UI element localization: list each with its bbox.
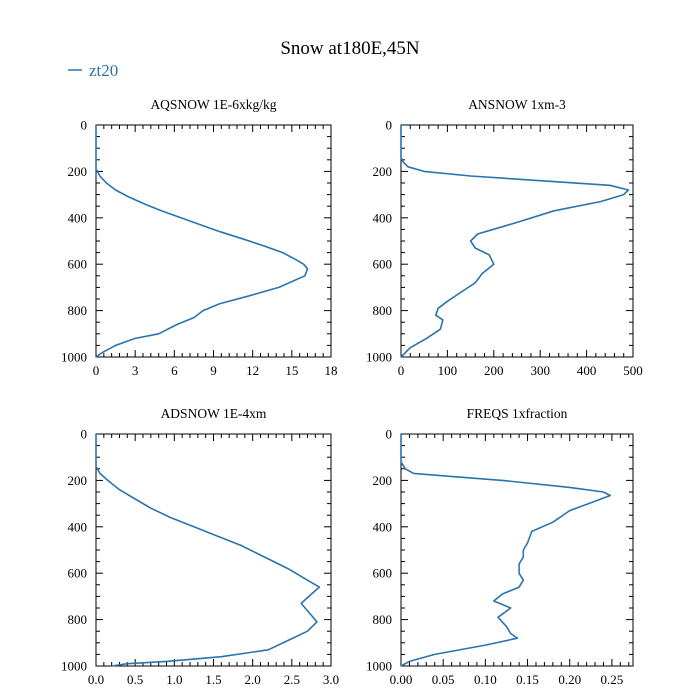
x-tick-label: 0.5: [127, 672, 143, 687]
x-tick-label: 0.05: [432, 672, 455, 687]
x-tick-label: 200: [484, 363, 504, 378]
x-tick-label: 0.0: [88, 672, 104, 687]
y-tick-label: 400: [68, 210, 88, 225]
x-tick-label: 3: [132, 363, 139, 378]
y-tick-label: 0: [386, 427, 393, 442]
panel-1: AQSNOW 1E-6xkg/kg 0 3 6 9 12 15 18 0 200 400 600 800…: [61, 97, 338, 378]
plot-frame: [95, 124, 332, 358]
panel-title: ANSNOW 1xm-3: [468, 97, 566, 112]
plot-frame: [400, 433, 634, 667]
plot-frame: [400, 124, 634, 358]
y-tick-label: 0: [386, 118, 393, 133]
series-line-zt20: [400, 125, 630, 358]
series-line-zt20: [95, 125, 309, 358]
plot-frame: [95, 433, 332, 667]
x-tick-label: 18: [325, 363, 338, 378]
y-tick-label: 600: [373, 257, 393, 272]
x-tick-label: 400: [577, 363, 597, 378]
panel-title: AQSNOW 1E-6xkg/kg: [150, 97, 276, 112]
panel-2: ANSNOW 1xm-3 0 100 200 300 400 500 0 200 400 600 80…: [366, 97, 643, 378]
panel-title: ADSNOW 1E-4xm: [161, 406, 267, 421]
panel-title: FREQS 1xfraction: [467, 406, 568, 421]
x-tick-label: 15: [285, 363, 298, 378]
x-tick-label: 12: [246, 363, 259, 378]
x-tick-label: 0: [93, 363, 100, 378]
x-tick-label: 2.0: [245, 672, 261, 687]
y-tick-label: 800: [373, 303, 393, 318]
y-tick-label: 200: [68, 164, 88, 179]
y-tick-label: 200: [373, 164, 393, 179]
figure-title: Snow at180E,45N: [280, 38, 420, 59]
x-tick-label: 1.0: [166, 672, 182, 687]
panel-4: FREQS 1xfraction 0.00 0.05 0.10 0.15 0.20 0.25…: [366, 406, 634, 687]
y-tick-label: 200: [68, 473, 88, 488]
y-tick-label: 600: [68, 257, 88, 272]
x-tick-label: 6: [171, 363, 178, 378]
y-tick-label: 400: [373, 210, 393, 225]
series-line-zt20: [95, 434, 321, 667]
x-tick-label: 0.25: [601, 672, 624, 687]
y-tick-label: 1000: [366, 350, 392, 365]
y-tick-label: 400: [373, 519, 393, 534]
y-tick-label: 800: [68, 303, 88, 318]
y-tick-label: 600: [68, 566, 88, 581]
panels: AQSNOW 1E-6xkg/kg 0 3 6 9 12 15 18 0 200 400 600 800…: [61, 97, 643, 687]
x-tick-label: 2.5: [284, 672, 300, 687]
x-tick-label: 100: [438, 363, 458, 378]
x-tick-label: 500: [623, 363, 643, 378]
x-tick-label: 3.0: [323, 672, 339, 687]
x-tick-label: 0.00: [390, 672, 413, 687]
x-tick-label: 0: [398, 363, 405, 378]
series-line-zt20: [400, 434, 612, 667]
y-tick-label: 0: [81, 427, 88, 442]
legend: zt20: [68, 61, 118, 80]
y-tick-label: 200: [373, 473, 393, 488]
y-tick-label: 800: [68, 612, 88, 627]
y-tick-label: 1000: [366, 659, 392, 674]
y-tick-label: 0: [81, 118, 88, 133]
legend-label: zt20: [89, 61, 118, 80]
x-tick-label: 300: [530, 363, 550, 378]
y-tick-label: 1000: [61, 659, 87, 674]
x-tick-label: 9: [210, 363, 217, 378]
y-tick-label: 1000: [61, 350, 87, 365]
y-tick-label: 600: [373, 566, 393, 581]
x-tick-label: 0.15: [516, 672, 539, 687]
panel-3: ADSNOW 1E-4xm 0.0 0.5 1.0 1.5 2.0 2.5 3.0 0 200 40…: [61, 406, 339, 687]
y-tick-label: 800: [373, 612, 393, 627]
x-tick-label: 0.20: [558, 672, 581, 687]
x-tick-label: 0.10: [474, 672, 497, 687]
x-tick-label: 1.5: [205, 672, 221, 687]
y-tick-label: 400: [68, 519, 88, 534]
